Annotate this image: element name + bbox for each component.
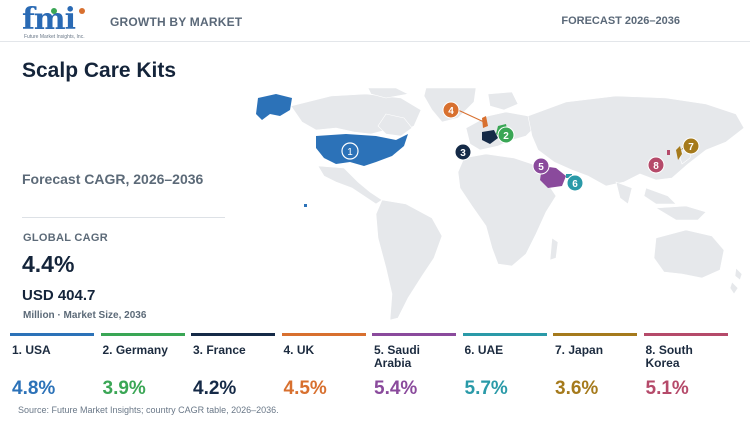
logo-dot-icon xyxy=(79,8,85,14)
map-country-usa xyxy=(316,134,408,166)
country-card-label: 8. South Korea xyxy=(645,343,693,370)
country-card-south-korea[interactable]: 8. South Korea 5.1% xyxy=(643,333,728,403)
country-card-germany[interactable]: 2. Germany 3.9% xyxy=(100,333,185,403)
leader-line-uk xyxy=(457,109,485,123)
svg-text:7: 7 xyxy=(688,142,694,153)
country-card-france[interactable]: 3. France 4.2% xyxy=(191,333,275,403)
map-country-france xyxy=(482,130,498,144)
country-card-japan[interactable]: 7. Japan 3.6% xyxy=(553,333,637,403)
marker-japan[interactable]: 7 xyxy=(682,137,700,155)
country-card-cagr: 3.9% xyxy=(102,378,146,399)
svg-text:2: 2 xyxy=(503,131,509,142)
marker-uk[interactable]: 4 xyxy=(442,101,460,119)
forecast-cagr-label: Forecast CAGR, 2026–2036 xyxy=(22,171,204,187)
logo-dot-icon xyxy=(51,8,57,14)
country-card-label: 2. Germany xyxy=(102,343,168,357)
global-cagr-value: 4.4% xyxy=(22,251,75,277)
country-card-cagr: 5.4% xyxy=(374,378,418,399)
country-card-label: 5. Saudi Arabia xyxy=(374,343,421,370)
country-card-cagr: 4.5% xyxy=(283,378,327,399)
country-card-label: 3. France xyxy=(193,343,246,357)
svg-text:6: 6 xyxy=(572,179,578,190)
marker-germany[interactable]: 2 xyxy=(497,126,515,144)
marker-saudi-arabia[interactable]: 5 xyxy=(532,157,550,175)
country-card-label: 6. UAE xyxy=(464,343,504,357)
header-forecast-period: FORECAST 2026–2036 xyxy=(561,15,680,27)
country-card-uae[interactable]: 6. UAE 5.7% xyxy=(462,333,547,403)
page-title: Scalp Care Kits xyxy=(22,59,177,82)
country-card-cagr: 5.1% xyxy=(645,378,689,399)
svg-text:3: 3 xyxy=(460,148,466,159)
country-card-cagr: 5.7% xyxy=(464,378,508,399)
map-country-alaska xyxy=(256,94,292,120)
svg-text:8: 8 xyxy=(653,161,659,172)
country-card-label: 1. USA xyxy=(12,343,51,357)
country-card-cagr: 4.2% xyxy=(193,378,237,399)
country-card-saudi-arabia[interactable]: 5. Saudi Arabia 5.4% xyxy=(372,333,456,403)
svg-text:4: 4 xyxy=(448,106,454,117)
logo-text: fmi xyxy=(22,2,76,37)
marker-usa[interactable]: 1 xyxy=(341,142,359,160)
global-cagr-label: GLOBAL CAGR xyxy=(23,232,108,244)
header-category: GROWTH BY MARKET xyxy=(110,15,243,29)
map-country-uk xyxy=(482,116,488,128)
fmi-logo[interactable]: fmi Future Market Insights, Inc. xyxy=(22,2,92,40)
country-card-label: 7. Japan xyxy=(555,343,604,357)
source-note: Source: Future Market Insights; country … xyxy=(18,405,279,415)
marker-uae[interactable]: 6 xyxy=(566,174,584,192)
country-cards: 1. USA 4.8% 2. Germany 3.9% 3. France 4.2% 4. … xyxy=(10,333,740,403)
country-card-usa[interactable]: 1. USA 4.8% xyxy=(10,333,94,403)
svg-text:5: 5 xyxy=(538,162,544,173)
svg-text:1: 1 xyxy=(347,147,353,158)
header-bar: fmi Future Market Insights, Inc. GROWTH … xyxy=(0,0,750,42)
country-card-label: 4. UK xyxy=(283,343,315,357)
logo-subtext: Future Market Insights, Inc. xyxy=(24,34,85,40)
market-size-unit: Million · Market Size, 2036 xyxy=(23,310,147,321)
country-card-cagr: 4.8% xyxy=(12,378,56,399)
country-card-uk[interactable]: 4. UK 4.5% xyxy=(281,333,366,403)
market-size-value: USD 404.7 xyxy=(22,287,96,304)
country-card-cagr: 3.6% xyxy=(555,378,599,399)
world-landmass xyxy=(290,88,745,321)
divider xyxy=(22,217,225,218)
world-map: 1 2 3 4 5 6 7 8 xyxy=(256,88,745,321)
marker-south-korea[interactable]: 8 xyxy=(647,156,665,174)
map-country-hawaii xyxy=(304,204,307,207)
marker-france[interactable]: 3 xyxy=(454,143,472,161)
map-country-south-korea xyxy=(667,150,670,155)
